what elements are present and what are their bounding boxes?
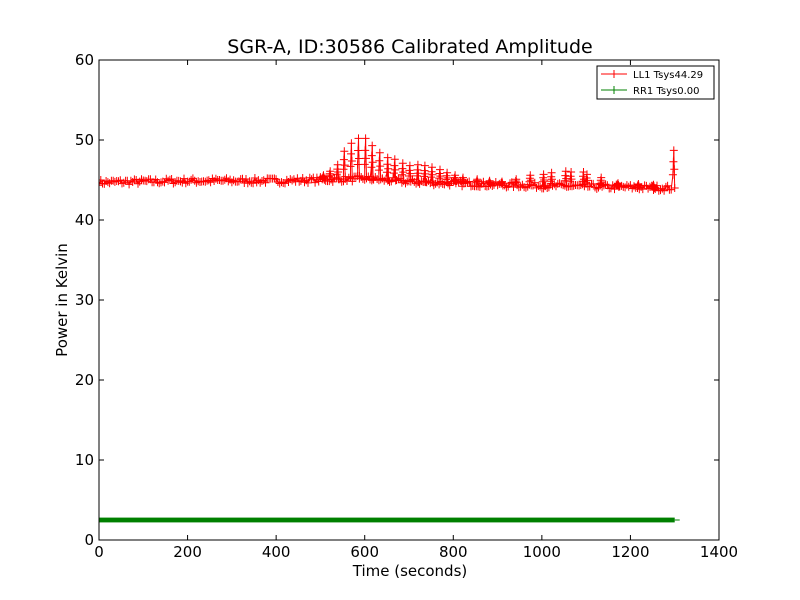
series-rr1-band [99, 517, 675, 523]
series-ll1 [99, 134, 679, 195]
x-tick-label: 800 [439, 543, 468, 561]
legend-entry: RR1 Tsys0.00 [601, 86, 700, 97]
y-tick-label: 10 [75, 451, 94, 469]
legend-entry: LL1 Tsys44.29 [601, 70, 703, 81]
y-tick-label: 60 [75, 51, 94, 69]
plot-area [99, 134, 680, 523]
x-tick-label: 400 [262, 543, 291, 561]
x-tick-label: 1000 [523, 543, 561, 561]
x-axis-label: Time (seconds) [352, 562, 468, 580]
y-tick-label: 30 [75, 291, 94, 309]
legend: LL1 Tsys44.29 RR1 Tsys0.00 [596, 65, 715, 100]
x-tick-label: 1400 [700, 543, 738, 561]
y-axis-label: Power in Kelvin [53, 243, 71, 357]
y-tick-label: 0 [84, 531, 94, 549]
legend-box [596, 65, 715, 100]
legend-label: LL1 Tsys44.29 [633, 70, 703, 81]
series-ll1-plus-markers [99, 134, 679, 195]
y-tick-label: 50 [75, 131, 94, 149]
y-tick-label: 40 [75, 211, 94, 229]
series-ll1-markers [99, 134, 679, 195]
axis-ticks: 0 200 400 600 800 1000 1200 1400 0 10 20 30 40 50 60 [75, 51, 738, 561]
chart-title: SGR-A, ID:30586 Calibrated Amplitude [227, 36, 592, 58]
x-tick-label: 200 [173, 543, 202, 561]
x-tick-label: 1200 [611, 543, 649, 561]
legend-label: RR1 Tsys0.00 [633, 86, 700, 97]
x-tick-label: 0 [94, 543, 104, 561]
series-rr1 [99, 517, 680, 523]
y-tick-label: 20 [75, 371, 94, 389]
x-tick-label: 600 [350, 543, 379, 561]
